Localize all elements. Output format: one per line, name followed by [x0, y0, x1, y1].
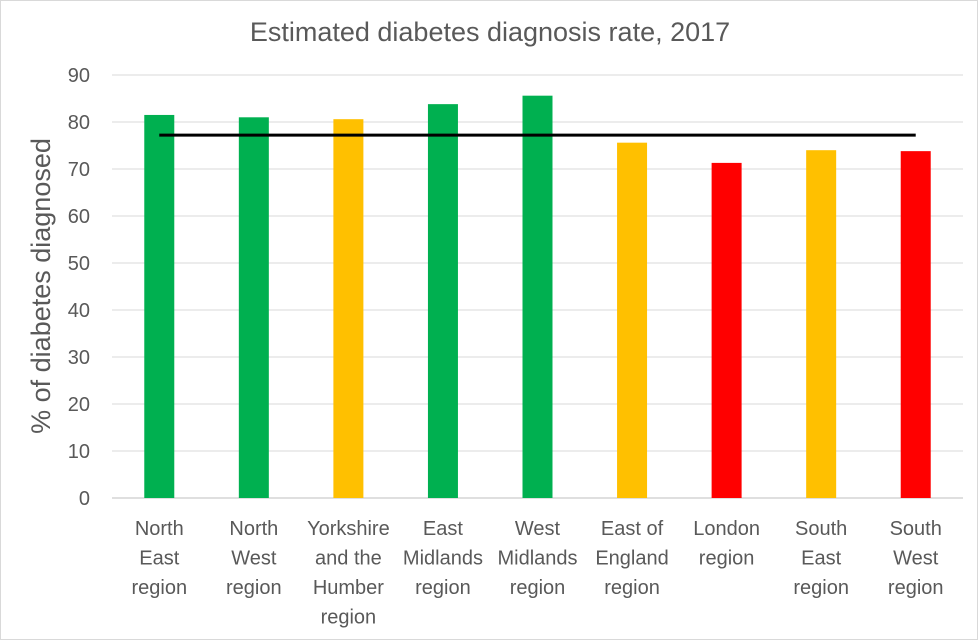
y-tick-label: 80: [68, 112, 90, 134]
x-category-label-line: region: [793, 577, 849, 599]
x-category-label-line: West: [515, 518, 561, 540]
x-category-label-line: East: [139, 548, 179, 570]
x-category-label: London region: [693, 518, 760, 570]
x-category-label-line: London: [693, 518, 760, 540]
bar: [238, 117, 269, 499]
x-category-label-line: South: [890, 518, 942, 540]
x-category-label-line: England: [595, 548, 668, 570]
x-category-label-line: West: [231, 548, 277, 570]
x-category-label-line: East of: [601, 518, 664, 540]
bar: [900, 151, 931, 498]
bar: [522, 95, 553, 499]
x-category-label-line: region: [321, 607, 377, 629]
x-category-label: East Midlands region: [403, 518, 483, 599]
x-category-label-line: East: [423, 518, 463, 540]
x-category-label-line: Midlands: [497, 548, 577, 570]
y-tick-label: 70: [68, 159, 90, 181]
x-category-label: North West region: [226, 518, 282, 599]
y-tick-label: 50: [68, 253, 90, 275]
bar: [617, 142, 648, 498]
x-category-label-line: South: [795, 518, 847, 540]
x-category-label-line: region: [604, 577, 660, 599]
y-tick-label: 40: [68, 300, 90, 322]
y-tick-label: 20: [68, 394, 90, 416]
y-axis-ticks: 0 10 20 30 40 50 60 70 80 90: [68, 65, 90, 510]
bars: [144, 95, 931, 499]
y-tick-label: 30: [68, 347, 90, 369]
x-category-label-line: region: [699, 548, 755, 570]
x-category-label-line: North: [229, 518, 278, 540]
bar: [427, 104, 458, 498]
y-tick-label: 60: [68, 206, 90, 228]
x-category-label-line: region: [226, 577, 282, 599]
y-tick-label: 10: [68, 441, 90, 463]
bar: [711, 162, 742, 498]
x-category-label: South East region: [793, 518, 849, 599]
x-category-label-line: region: [510, 577, 566, 599]
chart-title: Estimated diabetes diagnosis rate, 2017: [250, 17, 730, 47]
x-category-label-line: Midlands: [403, 548, 483, 570]
x-category-label: East of England region: [595, 518, 668, 599]
x-category-label-line: North: [135, 518, 184, 540]
x-category-label-line: West: [893, 548, 939, 570]
y-tick-label: 0: [79, 488, 90, 510]
x-category-label: Yorkshire and the Humber region: [307, 518, 390, 629]
x-category-label: North East region: [131, 518, 187, 599]
y-tick-label: 90: [68, 65, 90, 87]
x-axis-labels: North East region North West region Yorkshire a…: [131, 518, 943, 629]
x-category-label-line: Humber: [313, 577, 384, 599]
bar: [144, 114, 175, 498]
x-category-label-line: region: [131, 577, 187, 599]
x-category-label-line: region: [888, 577, 944, 599]
x-category-label-line: Yorkshire: [307, 518, 390, 540]
x-category-label: West Midlands region: [497, 518, 577, 599]
bar: [333, 119, 364, 499]
y-axis-title: % of diabetes diagnosed: [26, 138, 56, 434]
x-category-label-line: East: [801, 548, 841, 570]
bar: [806, 150, 837, 498]
x-category-label: South West region: [888, 518, 944, 599]
x-category-label-line: and the: [315, 548, 382, 570]
x-category-label-line: region: [415, 577, 471, 599]
